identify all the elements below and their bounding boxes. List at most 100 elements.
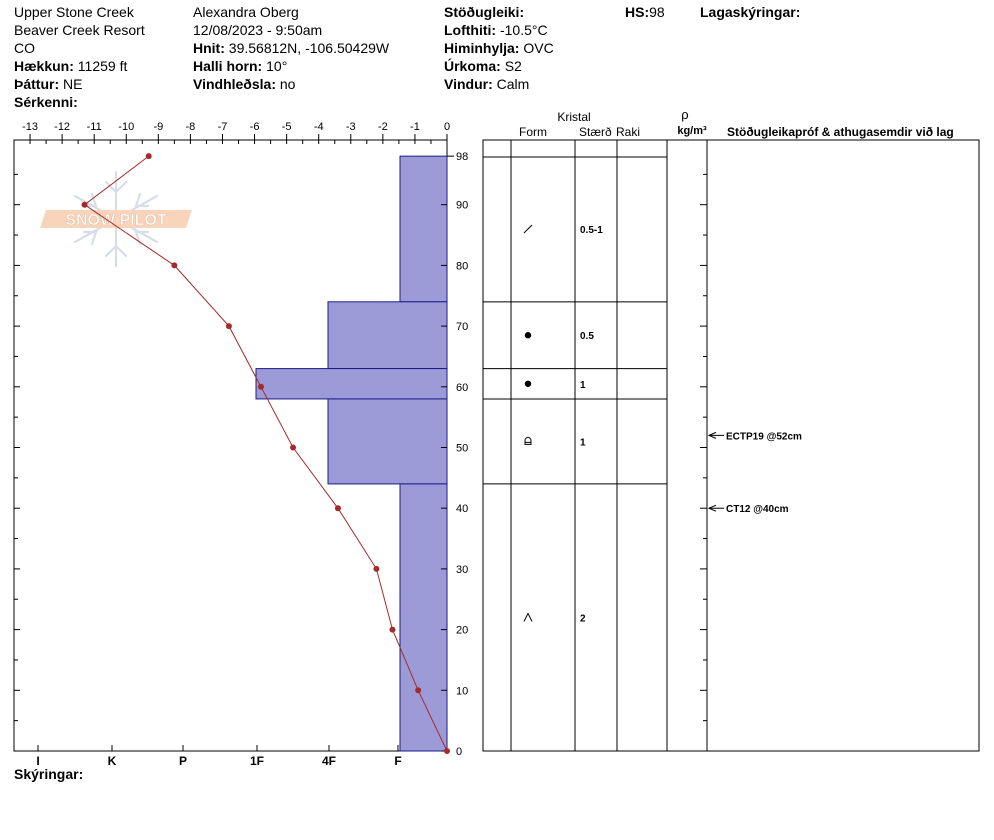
hardness-bar bbox=[399, 483, 448, 752]
decomposing-icon bbox=[523, 224, 533, 234]
temp-tick-label: -4 bbox=[314, 121, 324, 133]
faceted-rounded-icon bbox=[524, 437, 532, 445]
temperature-point bbox=[334, 505, 341, 512]
slope-value: 10° bbox=[266, 58, 288, 74]
stability-row: Stöðugleiki: bbox=[444, 3, 554, 21]
hardness-bar bbox=[327, 301, 448, 370]
aspect-value: NE bbox=[63, 76, 83, 92]
temp-tick-label: -8 bbox=[186, 121, 196, 133]
layer-table-frame bbox=[482, 139, 980, 752]
sky-label: Himinhylja: bbox=[444, 40, 520, 56]
layer-size: 0.5 bbox=[580, 331, 594, 342]
layer-size: 0.5-1 bbox=[580, 225, 603, 236]
temp-tick-label: -9 bbox=[153, 121, 163, 133]
coords-value: 39.56812N, -106.50429W bbox=[228, 40, 390, 56]
temp-tick-label: -3 bbox=[346, 121, 356, 133]
elevation-value: 11259 ft bbox=[77, 58, 128, 74]
header-right: Stöðugleiki: Lofthiti: -10.5°C Himinhylj… bbox=[444, 3, 554, 93]
height-tick-label: 70 bbox=[456, 321, 468, 333]
rounded-grains-icon bbox=[524, 380, 532, 387]
layer-notes-row: Lagaskýringar: bbox=[700, 3, 800, 21]
header-left: Upper Stone Creek Beaver Creek Resort CO… bbox=[14, 3, 145, 111]
temp-tick-label: -2 bbox=[378, 121, 388, 133]
footer-label: Skýringar: bbox=[14, 766, 84, 782]
temperature-point bbox=[373, 565, 380, 572]
air-temp-label: Lofthiti: bbox=[444, 22, 497, 38]
observer-name: Alexandra Oberg bbox=[193, 4, 299, 20]
height-tick-label: 30 bbox=[456, 564, 468, 576]
header-middle: Alexandra Oberg 12/08/2023 - 9:50am Hnit… bbox=[193, 3, 389, 93]
precip-label: Úrkoma: bbox=[444, 58, 501, 74]
hardness-bar bbox=[255, 368, 448, 400]
temp-tick-label: -13 bbox=[22, 121, 38, 133]
test-arrow-head bbox=[707, 504, 717, 512]
temp-tick-label: -5 bbox=[282, 121, 292, 133]
height-tick-label: 50 bbox=[456, 443, 468, 455]
slope-label: Halli horn: bbox=[193, 58, 263, 74]
height-top-label: 98 bbox=[456, 151, 468, 163]
height-tick-label: 80 bbox=[456, 260, 468, 272]
layer-table: 0.5-1 0.5 1 1 2 ECTP19 @52cm CT12 @40cm Krist… bbox=[482, 107, 980, 752]
temperature-point bbox=[145, 153, 152, 160]
crystal-group-header: Kristal bbox=[557, 110, 590, 124]
coords-row: Hnit: 39.56812N, -106.50429W bbox=[193, 39, 389, 57]
test-label: ECTP19 @52cm bbox=[726, 431, 802, 442]
test-arrow-head bbox=[707, 431, 717, 439]
hardness-tick-label: P bbox=[179, 754, 187, 768]
temp-tick-label: -6 bbox=[250, 121, 260, 133]
wind-label: Vindur: bbox=[444, 76, 493, 92]
rounded-grains-icon bbox=[524, 332, 532, 339]
snowpilot-logo-text: SNOW PILOT bbox=[65, 212, 167, 229]
elevation-label: Hækkun: bbox=[14, 58, 74, 74]
sky-row: Himinhylja: OVC bbox=[444, 39, 554, 57]
layer-size: 1 bbox=[580, 437, 586, 448]
slope-row: Halli horn: 10° bbox=[193, 57, 389, 75]
temp-tick-label: -7 bbox=[218, 121, 228, 133]
snowpilot-logo: SNOW PILOT bbox=[40, 170, 192, 268]
wind-loading-label: Vindhleðsla: bbox=[193, 76, 276, 92]
hardness-tick-label: I bbox=[36, 754, 39, 768]
precip-row: Úrkoma: S2 bbox=[444, 57, 554, 75]
temp-tick-label: -10 bbox=[118, 121, 134, 133]
footer-row: Skýringar: bbox=[14, 765, 83, 783]
size-column-header: Stærð bbox=[579, 125, 612, 139]
temperature-point bbox=[225, 323, 232, 330]
observation-datetime: 12/08/2023 - 9:50am bbox=[193, 22, 323, 38]
hardness-tick-label: K bbox=[108, 754, 117, 768]
aspect-row: Þáttur: NE bbox=[14, 75, 145, 93]
hardness-tick-label: F bbox=[394, 754, 401, 768]
hardness-bar bbox=[399, 155, 448, 303]
temp-tick-label: -11 bbox=[87, 121, 102, 133]
height-tick-label: 40 bbox=[456, 503, 468, 515]
hardness-tick-label: 1F bbox=[250, 754, 264, 768]
location-name: Upper Stone Creek bbox=[14, 4, 134, 20]
features-row: Sérkenni: bbox=[14, 93, 145, 111]
state-name: CO bbox=[14, 40, 35, 56]
wind-value: Calm bbox=[496, 76, 530, 92]
density-symbol: ρ bbox=[681, 107, 688, 122]
height-tick-label: 20 bbox=[456, 625, 468, 637]
temp-tick-label: -1 bbox=[410, 121, 420, 133]
temperature-point bbox=[389, 626, 396, 633]
height-tick-label: 60 bbox=[456, 382, 468, 394]
stability-label: Stöðugleiki: bbox=[444, 4, 525, 20]
layer-size: 2 bbox=[580, 613, 586, 624]
wind-loading-row: Vindhleðsla: no bbox=[193, 75, 389, 93]
depth-hoar-icon bbox=[523, 612, 533, 622]
tests-column-header: Stöðugleikapróf & athugasemdir við lag bbox=[727, 125, 954, 139]
test-label: CT12 @40cm bbox=[726, 504, 789, 515]
wind-loading-value: no bbox=[279, 76, 296, 92]
temp-tick-label: 0 bbox=[444, 121, 450, 133]
temperature-point bbox=[415, 687, 422, 694]
elevation-row: Hækkun: 11259 ft bbox=[14, 57, 145, 75]
hs-value: 98 bbox=[649, 4, 665, 20]
precip-value: S2 bbox=[504, 58, 522, 74]
form-column-header: Form bbox=[519, 125, 547, 139]
height-tick-label: 0 bbox=[456, 746, 462, 758]
air-temp-value: -10.5°C bbox=[499, 22, 548, 38]
moisture-column-header: Raki bbox=[616, 125, 640, 139]
hardness-tick-label: 4F bbox=[322, 754, 336, 768]
height-tick-label: 90 bbox=[456, 200, 468, 212]
wind-row: Vindur: Calm bbox=[444, 75, 554, 93]
